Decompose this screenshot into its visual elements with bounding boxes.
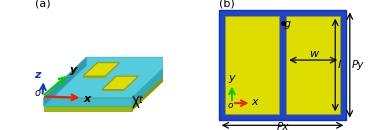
Polygon shape (132, 65, 175, 110)
Text: Py: Py (352, 60, 364, 70)
Polygon shape (83, 63, 119, 76)
Polygon shape (44, 65, 175, 106)
Text: (a): (a) (34, 0, 50, 8)
Text: (b): (b) (219, 0, 234, 9)
Text: y: y (70, 65, 77, 75)
Polygon shape (132, 57, 175, 106)
Text: o: o (228, 101, 234, 110)
Polygon shape (44, 106, 132, 110)
Text: l: l (337, 60, 341, 70)
Text: w: w (309, 49, 318, 59)
Polygon shape (102, 76, 138, 90)
Text: g: g (284, 19, 291, 29)
Polygon shape (44, 57, 175, 98)
Text: x: x (84, 94, 91, 104)
Bar (219, 9, 346, 121)
Text: x: x (251, 96, 257, 106)
Text: o: o (34, 88, 40, 98)
Polygon shape (44, 98, 132, 106)
Bar (287, 16, 340, 114)
Polygon shape (44, 57, 87, 106)
Bar (225, 16, 279, 114)
Text: y: y (228, 73, 235, 83)
Polygon shape (83, 76, 105, 77)
Text: z: z (34, 70, 41, 80)
Text: t: t (138, 95, 142, 105)
Text: Px: Px (276, 122, 289, 130)
